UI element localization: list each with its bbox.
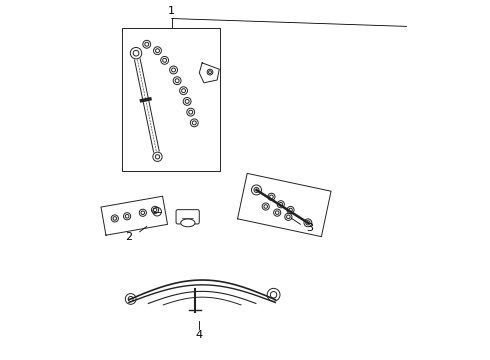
Text: 3: 3 <box>306 223 313 233</box>
FancyBboxPatch shape <box>176 210 199 224</box>
Text: 2: 2 <box>125 232 132 242</box>
Bar <box>122 28 220 171</box>
Text: 4: 4 <box>195 330 202 341</box>
Ellipse shape <box>181 219 195 227</box>
Text: 1: 1 <box>168 6 175 17</box>
